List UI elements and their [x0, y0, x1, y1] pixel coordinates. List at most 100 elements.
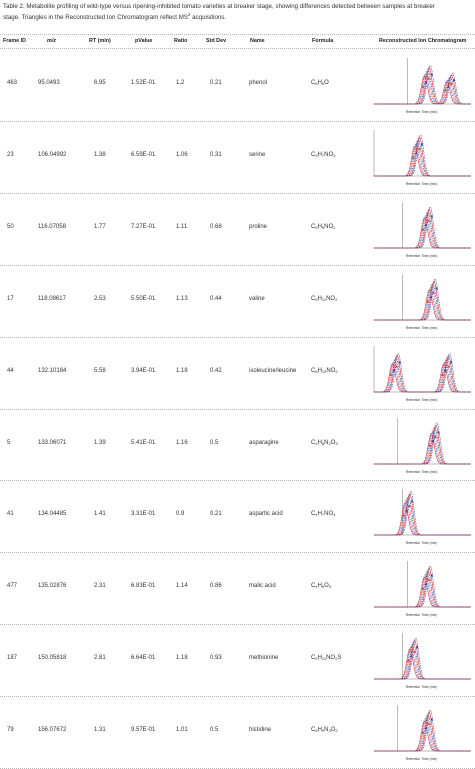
cell-frame-id: 50 [7, 223, 14, 230]
cell-mz: 150.05818 [38, 655, 67, 662]
cell-name: valine [249, 295, 265, 302]
chromatogram-plot: Retention Time (min) [373, 129, 471, 186]
header-name: Name [250, 38, 265, 44]
cell-mz: 95.0493 [38, 80, 60, 86]
table-header: Frame ID m/z RT (min) pValue Ratio Std D… [0, 36, 475, 48]
header-mz: m/z [47, 38, 56, 44]
chromatogram-plot: Retention Time (min) [374, 273, 471, 330]
cell-rt: 1.31 [94, 727, 106, 734]
cell-rt: 2.53 [94, 295, 106, 302]
cell-name: malic acid [249, 583, 276, 590]
chromatogram-plot: Retention Time (min) [374, 633, 471, 689]
cell-mz: 156.07672 [38, 727, 67, 734]
cell-stddev: 0.31 [210, 151, 222, 158]
cell-formula: C4H6O5 [311, 583, 332, 590]
table-row: 41 134.04485 1.41 3.31E-01 0.9 0.21 aspartic a… [0, 480, 475, 551]
cell-ratio: 0.9 [176, 511, 185, 518]
chromatogram-axis-label: Retention Time (min) [406, 254, 437, 258]
cell-ratio: 1.13 [176, 295, 188, 302]
cell-name: isoleucine/leucine [249, 367, 297, 374]
cell-frame-id: 5 [7, 439, 11, 446]
row-divider [0, 264, 475, 266]
header-bottom-divider [0, 48, 475, 49]
row-divider [0, 624, 475, 626]
header-pvalue: pValue [135, 38, 153, 44]
cell-formula: C5H11NO2S [311, 655, 342, 662]
cell-rt: 1.77 [94, 223, 106, 230]
header-chromatogram: Reconstructed Ion Chromatogram [379, 38, 467, 44]
cell-ratio: 1.16 [176, 439, 188, 446]
cell-frame-id: 477 [7, 583, 18, 590]
caption-superscript: 2 [188, 11, 191, 17]
cell-ratio: 1.14 [176, 583, 188, 590]
cell-formula: C6H9N3O2 [311, 727, 338, 734]
cell-frame-id: 17 [7, 295, 14, 302]
row-divider [0, 552, 475, 554]
chromatogram-plot: Retention Time (min) [374, 705, 471, 761]
cell-rt: 2.31 [94, 583, 106, 590]
cell-mz: 133.06071 [38, 439, 67, 446]
cell-name: histidine [249, 727, 272, 734]
cell-formula: C4H7NO4 [311, 511, 336, 518]
header-stddev: Std Dev [206, 38, 227, 44]
cell-stddev: 0.86 [210, 583, 222, 590]
cell-mz: 135.02876 [38, 583, 67, 590]
cell-ratio: 1.11 [176, 223, 188, 230]
cell-stddev: 0.5 [210, 727, 219, 734]
header-top-divider [0, 34, 475, 35]
cell-ratio: 1.01 [176, 727, 188, 734]
chromatogram-plot: Retention Time (min) [374, 201, 471, 258]
chromatogram-axis-label: Retention Time (min) [406, 398, 437, 402]
chromatogram-axis-label: Retention Time (min) [406, 110, 437, 114]
cell-pvalue: 1.52E-01 [131, 80, 156, 86]
chromatogram-plot: Retention Time (min) [374, 417, 471, 474]
cell-ratio: 1.18 [176, 367, 188, 374]
cell-rt: 1.38 [94, 151, 106, 158]
cell-name: phenol [249, 80, 268, 86]
row-divider [0, 480, 475, 482]
cell-frame-id: 79 [7, 727, 14, 734]
cell-stddev: 0.5 [210, 439, 219, 446]
table-row: 187 150.05818 2.81 6.64E-01 1.18 0.93 methioni… [0, 624, 475, 695]
cell-rt: 6.95 [94, 80, 106, 86]
row-divider [0, 408, 475, 410]
cell-pvalue: 3.31E-01 [131, 511, 156, 518]
header-rt: RT (min) [89, 38, 111, 44]
table-row: 44 132.10184 5.58 3.94E-01 1.18 0.42 isoleucin… [0, 337, 475, 408]
cell-stddev: 0.21 [210, 80, 222, 86]
cell-name: aspartic acid [249, 511, 283, 518]
cell-formula: C6H6O [311, 80, 329, 86]
header-ratio: Ratio [174, 38, 188, 44]
cell-name: serine [249, 151, 266, 158]
table-row: 463 95.0493 6.95 1.52E-01 1.2 0.21 phenol C6H6O… [0, 49, 475, 120]
chromatogram-plot: Retention Time (min) [373, 345, 471, 402]
cell-stddev: 0.93 [210, 655, 222, 662]
chromatogram-axis-label: Retention Time (min) [406, 757, 437, 761]
cell-formula: C5H11NO2 [311, 295, 338, 302]
cell-pvalue: 5.50E-01 [131, 295, 156, 302]
table-row: 5 133.06071 1.39 5.41E-01 1.16 0.5 asparagine C… [0, 409, 475, 480]
cell-mz: 118.08617 [38, 295, 66, 302]
row-divider [0, 336, 475, 338]
cell-mz: 116.07058 [38, 223, 66, 230]
chromatogram-plot: Retention Time (min) [374, 561, 471, 617]
cell-rt: 5.58 [94, 367, 106, 374]
cell-stddev: 0.42 [210, 367, 222, 374]
header-frame-id: Frame ID [3, 38, 27, 44]
cell-frame-id: 23 [7, 151, 14, 158]
cell-frame-id: 44 [7, 367, 14, 374]
table-row: 50 116.07058 1.77 7.27E-01 1.11 0.68 proline C5… [0, 193, 475, 264]
cell-pvalue: 3.94E-01 [131, 367, 156, 374]
cell-pvalue: 7.27E-01 [131, 223, 156, 230]
cell-pvalue: 6.64E-01 [131, 655, 156, 662]
chromatogram-axis-label: Retention Time (min) [406, 541, 437, 545]
table-row: 477 135.02876 2.31 6.83E-01 1.14 0.86 malic ac… [0, 552, 475, 623]
table-row: 79 156.07672 1.31 9.57E-01 1.01 0.5 histidine C… [0, 696, 475, 767]
caption-line-2: stage. Triangles in the Reconstructed Io… [3, 13, 189, 21]
cell-stddev: 0.21 [210, 511, 222, 518]
cell-stddev: 0.68 [210, 223, 222, 230]
cell-name: asparagine [249, 439, 279, 446]
cell-name: proline [249, 223, 268, 230]
chromatogram-axis-label: Retention Time (min) [406, 685, 437, 689]
cell-pvalue: 6.83E-01 [131, 583, 156, 590]
